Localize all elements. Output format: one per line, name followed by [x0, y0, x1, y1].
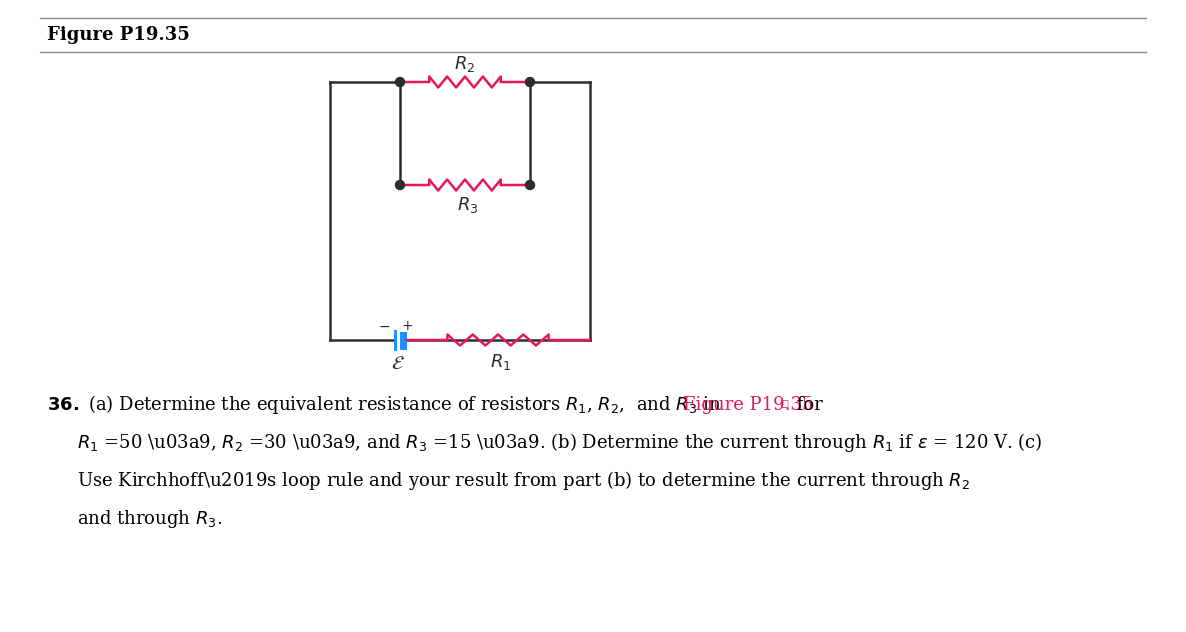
- Text: $\mathbf{36.}$ (a) Determine the equivalent resistance of resistors $R_1$, $R_2$: $\mathbf{36.}$ (a) Determine the equival…: [47, 394, 722, 416]
- Text: and through $R_3$.: and through $R_3$.: [77, 508, 223, 530]
- Circle shape: [525, 181, 535, 190]
- Circle shape: [395, 78, 404, 87]
- Circle shape: [395, 181, 404, 190]
- Text: Figure P19.35: Figure P19.35: [683, 396, 814, 414]
- Text: Figure P19.35: Figure P19.35: [47, 26, 190, 44]
- Text: $+$: $+$: [401, 319, 413, 333]
- Circle shape: [525, 78, 535, 87]
- Text: □: □: [779, 401, 789, 410]
- Text: for: for: [791, 396, 823, 414]
- Text: $\mathcal{E}$: $\mathcal{E}$: [391, 355, 404, 373]
- Text: $R_1$ =50 \u03a9, $R_2$ =30 \u03a9, and $R_3$ =15 \u03a9. (b) Determine the curr: $R_1$ =50 \u03a9, $R_2$ =30 \u03a9, and …: [77, 432, 1042, 454]
- Text: $R_1$: $R_1$: [490, 352, 511, 372]
- Text: $R_2$: $R_2$: [454, 54, 476, 74]
- Text: $R_3$: $R_3$: [458, 195, 479, 215]
- Text: $-$: $-$: [378, 319, 390, 333]
- Text: Use Kirchhoff\u2019s loop rule and your result from part (b) to determine the cu: Use Kirchhoff\u2019s loop rule and your …: [77, 470, 970, 492]
